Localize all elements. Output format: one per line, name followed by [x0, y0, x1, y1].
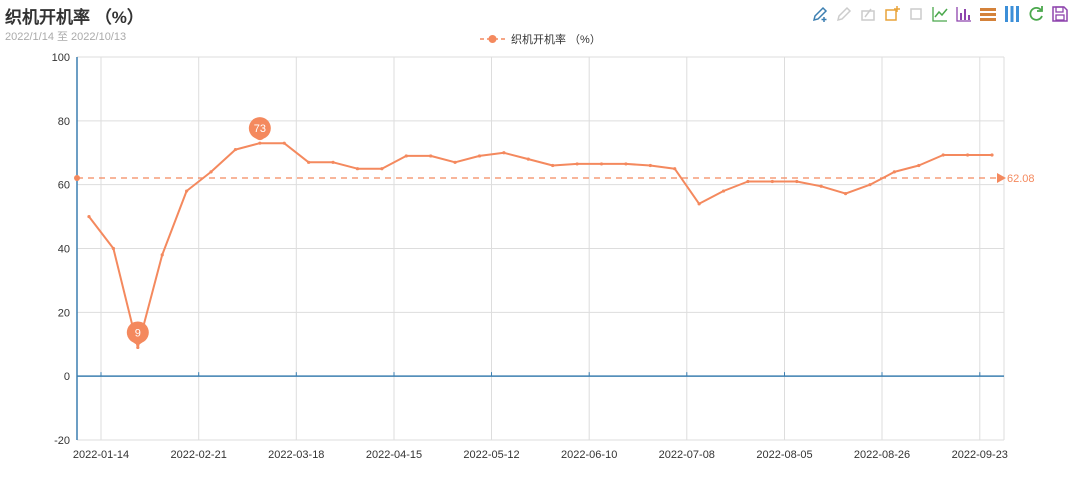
data-point — [892, 170, 896, 174]
legend-label: 织机开机率 （%） — [511, 34, 601, 46]
data-point — [526, 157, 530, 161]
data-point — [965, 153, 970, 157]
x-tick-label: 2022-09-23 — [952, 449, 1008, 461]
data-point — [355, 167, 360, 171]
data-point — [551, 163, 555, 168]
data-point — [843, 192, 848, 196]
eraser-icon[interactable] — [856, 3, 880, 25]
pencil-plus-icon[interactable] — [808, 3, 832, 25]
x-tick-label: 2022-02-21 — [171, 449, 227, 461]
x-tick-label: 2022-07-08 — [659, 449, 715, 461]
stack-icon[interactable] — [976, 3, 1000, 25]
refresh-icon[interactable] — [1024, 3, 1048, 25]
save-icon[interactable] — [1048, 3, 1072, 25]
data-point — [502, 151, 506, 155]
data-point — [648, 163, 652, 168]
data-point — [673, 167, 677, 171]
data-point — [404, 154, 408, 158]
y-tick-label: 80 — [58, 116, 70, 128]
y-tick-label: 40 — [58, 244, 70, 256]
x-tick-label: 2022-03-18 — [268, 449, 324, 461]
data-point — [746, 179, 750, 184]
extreme-markers: 73 9 — [126, 117, 271, 345]
data-point — [258, 141, 262, 145]
tiled-icon[interactable] — [1000, 3, 1024, 25]
data-point — [307, 160, 311, 164]
data-point — [770, 179, 774, 184]
data-point — [697, 202, 701, 206]
average-line-group: 62.08 — [74, 173, 1035, 185]
data-point — [87, 214, 91, 219]
box-icon[interactable] — [904, 3, 928, 25]
x-tick-label: 2022-04-15 — [366, 449, 422, 461]
x-tick-label: 2022-08-26 — [854, 449, 910, 461]
data-point — [136, 345, 140, 350]
axes: -20 0 20 40 60 80 100 2022-01-14 2022-02-21 2022-… — [52, 52, 1008, 461]
data-point — [209, 170, 213, 174]
pencil-icon[interactable] — [832, 3, 856, 25]
data-point — [477, 154, 482, 158]
data-point — [429, 154, 433, 158]
data-point — [990, 153, 994, 157]
min-point-marker-label: 9 — [135, 327, 141, 339]
data-point — [819, 184, 823, 188]
data-point — [380, 167, 384, 171]
x-tick-label: 2022-08-05 — [756, 449, 812, 461]
x-tick-label: 2022-05-12 — [463, 449, 519, 461]
data-point — [282, 141, 286, 145]
x-tick-label: 2022-01-14 — [73, 449, 129, 461]
series-line-group — [87, 141, 994, 350]
y-tick-label: 0 — [64, 371, 70, 383]
data-point — [868, 183, 872, 187]
min-point-marker: 9 — [126, 321, 149, 345]
data-point — [795, 179, 799, 184]
legend-line-icon — [480, 35, 505, 43]
data-point — [331, 160, 335, 164]
data-point — [624, 162, 628, 166]
chart-title: 织机开机率 （%） — [5, 8, 144, 27]
bar-chart-icon[interactable] — [952, 3, 976, 25]
data-point — [185, 189, 189, 193]
y-tick-label: 100 — [52, 52, 70, 64]
max-point-marker-label: 73 — [254, 123, 266, 135]
y-tick-label: 20 — [58, 307, 70, 319]
add-box-icon[interactable] — [880, 3, 904, 25]
y-tick-label: -20 — [54, 435, 70, 447]
data-point — [599, 162, 604, 166]
data-point — [721, 189, 726, 193]
toolbox — [808, 3, 1072, 25]
legend[interactable]: 织机开机率 （%） — [480, 31, 601, 47]
data-point — [917, 163, 921, 168]
line-chart-icon[interactable] — [928, 3, 952, 25]
series-line — [88, 142, 992, 349]
data-point — [453, 160, 457, 164]
y-tick-label: 60 — [58, 180, 70, 192]
max-point-marker: 73 — [248, 117, 271, 141]
data-point — [160, 253, 164, 257]
data-point — [111, 246, 116, 251]
max-point-marker-bubble — [248, 117, 271, 140]
data-point — [941, 153, 945, 157]
data-point — [233, 147, 238, 152]
x-tick-label: 2022-06-10 — [561, 449, 617, 461]
average-line-label: 62.08 — [1007, 173, 1035, 185]
data-point — [575, 162, 579, 166]
grid-lines — [77, 56, 1005, 441]
min-point-marker-bubble — [126, 321, 149, 344]
chart-subtitle: 2022/1/14 至 2022/10/13 — [5, 31, 127, 43]
average-line-arrow — [997, 173, 1006, 184]
